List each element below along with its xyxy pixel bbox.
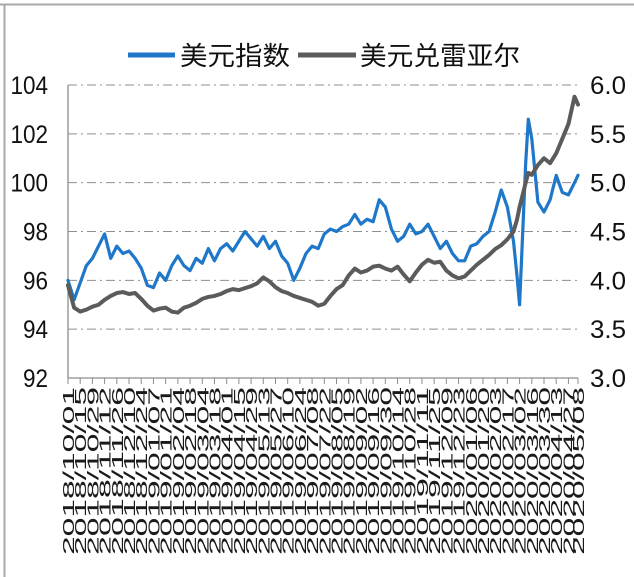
usd-brl-line — [66, 94, 580, 315]
x-tick-label: 2019/04/15 — [232, 387, 249, 555]
x-tick-label: 2019/03/18 — [207, 387, 224, 555]
x-tick-label: 2018/11/26 — [110, 387, 127, 555]
right-y-tick-label: 4.0 — [590, 267, 626, 295]
x-tick-label: 2019/05/27 — [268, 387, 285, 555]
x-tick-label: 2019/08/05 — [330, 387, 347, 555]
x-tick-label: 2018/12/10 — [122, 387, 139, 555]
x-tick-label: 2019/12/09 — [439, 387, 456, 555]
x-tick-label: 2019/10/28 — [403, 387, 420, 555]
x-tick-label: 2019/07/22 — [317, 387, 334, 555]
x-tick-label: 2019/08/19 — [342, 387, 359, 555]
x-tick-label: 2020/03/30 — [537, 387, 554, 555]
left-y-tick-label: 94 — [23, 316, 48, 344]
left-y-tick-label: 104 — [11, 72, 49, 100]
left-y-axis-tick-labels: 92 94 96 98 100 102 104 — [11, 72, 49, 393]
left-y-tick-label: 100 — [11, 170, 49, 198]
x-tick-label: 2019/01/07 — [146, 387, 163, 555]
x-tick-label: 2019/02/18 — [183, 387, 200, 555]
right-y-tick-label: 3.5 — [590, 316, 626, 344]
x-tick-label: 2019/11/25 — [427, 387, 444, 555]
x-tick-label: 2020/05/08 — [571, 387, 588, 555]
right-y-tick-label: 5.5 — [590, 121, 626, 149]
x-tick-label: 2019/09/16 — [366, 387, 383, 555]
x-tick-label: 2019/04/29 — [244, 387, 261, 555]
x-tick-label: 2019/06/24 — [293, 387, 310, 555]
legend-label-usd-brl: 美元兑雷亚尔 — [360, 42, 520, 72]
right-y-tick-label: 3.0 — [590, 365, 626, 393]
x-tick-label: 2020/02/17 — [500, 387, 517, 555]
x-tick-label: 2019/05/13 — [256, 387, 273, 555]
left-y-tick-label: 92 — [23, 365, 48, 393]
x-tick-label: 2019/10/14 — [391, 387, 408, 555]
x-axis-tick-labels: 2018/10/012018/10/152018/10/292018/11/12… — [61, 378, 588, 555]
right-y-tick-label: 4.5 — [590, 219, 626, 247]
x-tick-label: 2019/04/01 — [220, 387, 237, 555]
chart-frame — [0, 3, 634, 577]
x-tick-label: 2020/04/27 — [561, 387, 578, 555]
x-tick-label: 2019/01/21 — [159, 387, 176, 555]
x-tick-label: 2019/09/30 — [378, 387, 395, 555]
x-tick-label: 2020/02/03 — [488, 387, 505, 555]
series-lines — [66, 94, 580, 315]
x-tick-label: 2018/10/01 — [61, 387, 78, 555]
left-y-tick-label: 102 — [11, 121, 49, 149]
left-y-tick-label: 96 — [23, 267, 48, 295]
x-tick-label: 2019/07/08 — [305, 387, 322, 555]
x-tick-label: 2020/01/20 — [476, 387, 493, 555]
x-tick-label: 2018/10/29 — [85, 387, 102, 555]
x-tick-label: 2020/03/02 — [513, 387, 530, 555]
dollar-index-line — [66, 117, 580, 307]
left-y-tick-label: 98 — [23, 219, 48, 247]
right-y-axis-tick-labels: 3.0 3.5 4.0 4.5 5.0 5.5 6.0 — [590, 72, 626, 393]
x-tick-label: 2019/06/10 — [281, 387, 298, 555]
x-tick-label: 2019/09/02 — [354, 387, 371, 555]
x-tick-label: 2018/12/24 — [134, 387, 151, 555]
gridlines — [68, 84, 578, 330]
right-y-tick-label: 6.0 — [590, 72, 626, 100]
right-y-tick-label: 5.0 — [590, 170, 626, 198]
x-tick-label: 2020/03/16 — [525, 387, 542, 555]
legend-label-dollar-index: 美元指数 — [180, 42, 290, 72]
x-tick-label: 2020/04/13 — [549, 387, 566, 555]
x-tick-label: 2018/11/12 — [98, 387, 115, 555]
x-tick-label: 2019/11/11 — [415, 387, 432, 555]
x-tick-label: 2018/10/15 — [73, 387, 90, 555]
x-tick-label: 2019/12/23 — [452, 387, 469, 555]
x-tick-label: 2020/01/06 — [464, 387, 481, 555]
x-tick-label: 2019/02/04 — [171, 387, 188, 555]
legend: 美元指数 美元兑雷亚尔 — [128, 42, 520, 72]
x-tick-label: 2019/03/04 — [195, 387, 212, 555]
